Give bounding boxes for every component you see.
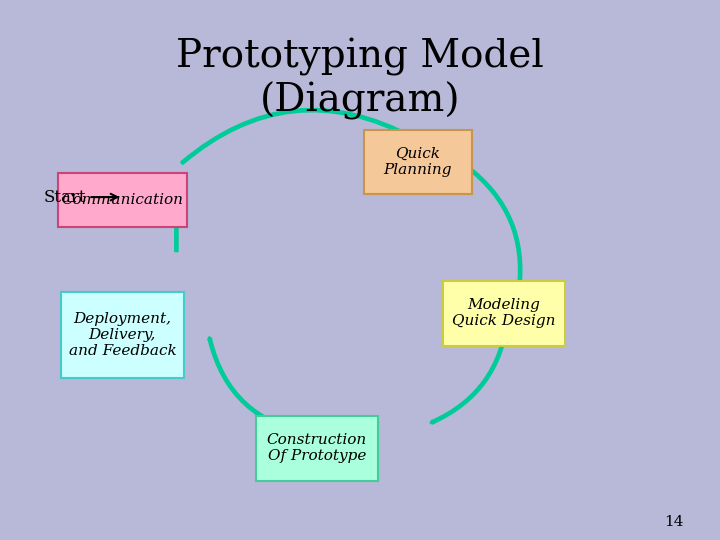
- Text: Start: Start: [43, 188, 117, 206]
- Text: Deployment,
Delivery,
and Feedback: Deployment, Delivery, and Feedback: [68, 312, 176, 358]
- Text: Construction
Of Prototype: Construction Of Prototype: [266, 433, 367, 463]
- FancyArrowPatch shape: [209, 338, 314, 435]
- Text: Quick
Planning: Quick Planning: [383, 147, 452, 177]
- Text: Communication: Communication: [61, 193, 184, 207]
- Text: Modeling
Quick Design: Modeling Quick Design: [452, 298, 556, 328]
- FancyBboxPatch shape: [443, 281, 565, 346]
- FancyBboxPatch shape: [364, 130, 472, 194]
- FancyBboxPatch shape: [58, 173, 187, 227]
- FancyBboxPatch shape: [256, 416, 378, 481]
- FancyArrowPatch shape: [181, 109, 415, 164]
- FancyArrowPatch shape: [431, 319, 508, 423]
- FancyBboxPatch shape: [61, 292, 184, 378]
- FancyArrowPatch shape: [466, 166, 521, 292]
- FancyArrowPatch shape: [175, 200, 178, 251]
- Text: 14: 14: [665, 515, 684, 529]
- Text: Prototyping Model
(Diagram): Prototyping Model (Diagram): [176, 38, 544, 120]
